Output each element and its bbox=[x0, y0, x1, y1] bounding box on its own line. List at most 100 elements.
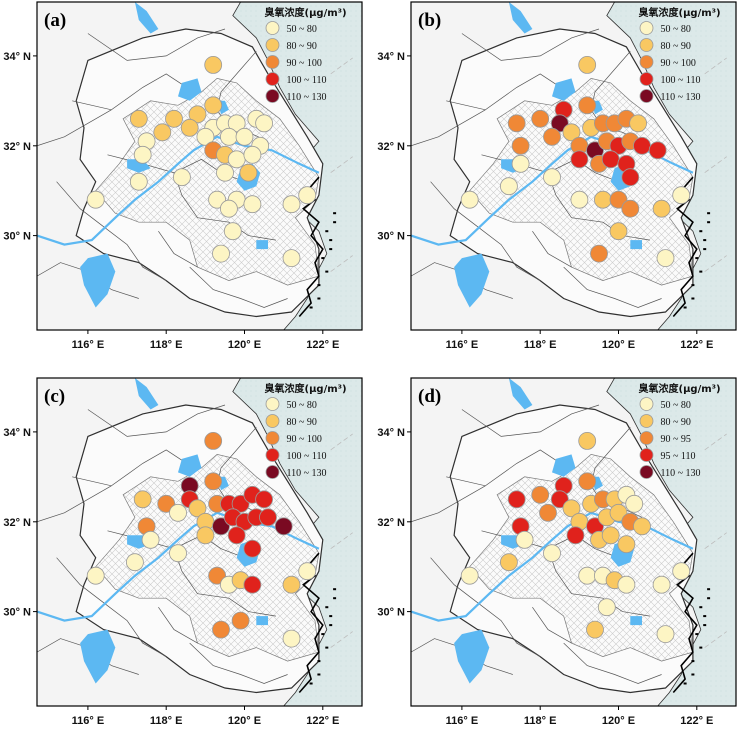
station-marker bbox=[235, 127, 254, 146]
station-marker bbox=[231, 494, 250, 513]
admin-boundary bbox=[158, 606, 198, 644]
panel-label: (b) bbox=[418, 10, 441, 31]
panel-frame bbox=[36, 377, 363, 707]
station-marker bbox=[219, 127, 238, 146]
station-marker bbox=[617, 535, 636, 554]
map-panel: (a) 臭氧浓度(μg/m³) 50 ~ 80 80 ~ 90 90 ~ 100 100 … bbox=[3, 1, 363, 351]
island bbox=[329, 248, 333, 251]
x-tick-label: 118° E bbox=[150, 715, 183, 727]
x-tick-label: 116° E bbox=[446, 339, 479, 351]
island bbox=[699, 606, 703, 609]
station-marker bbox=[204, 472, 223, 491]
island bbox=[309, 682, 313, 685]
station-marker bbox=[204, 431, 223, 450]
island bbox=[691, 660, 695, 663]
lake bbox=[134, 2, 159, 34]
admin-boundary bbox=[87, 404, 226, 437]
legend-swatch bbox=[639, 89, 654, 103]
station-marker bbox=[621, 168, 640, 187]
island bbox=[703, 615, 707, 618]
admin-boundary bbox=[430, 181, 541, 281]
island bbox=[699, 230, 703, 233]
admin-boundary bbox=[189, 266, 288, 308]
y-tick-label: 34° N bbox=[377, 51, 405, 63]
station-marker bbox=[227, 114, 246, 133]
legend-item-label: 90 ~ 100 bbox=[661, 58, 696, 69]
station-marker bbox=[227, 526, 246, 545]
legend-swatch bbox=[639, 465, 654, 479]
station-marker bbox=[629, 114, 647, 133]
station-marker bbox=[543, 127, 561, 146]
admin-boundary bbox=[446, 73, 568, 111]
lake bbox=[256, 616, 268, 626]
island bbox=[329, 615, 333, 618]
station-marker bbox=[621, 199, 640, 218]
legend-swatch bbox=[265, 431, 280, 445]
graticule bbox=[330, 57, 353, 75]
island bbox=[333, 588, 337, 591]
island bbox=[333, 212, 337, 215]
graticule bbox=[330, 532, 353, 550]
legend-swatch bbox=[265, 414, 280, 428]
station-marker bbox=[672, 562, 691, 581]
legend-swatch bbox=[639, 431, 654, 445]
station-marker bbox=[196, 127, 215, 146]
graticule bbox=[704, 433, 727, 451]
graticule bbox=[704, 631, 727, 648]
admin-boundary bbox=[37, 485, 112, 523]
admin-boundary bbox=[72, 73, 194, 111]
island bbox=[703, 624, 707, 627]
admin-boundary bbox=[189, 642, 288, 684]
station-marker bbox=[617, 575, 636, 594]
station-marker bbox=[153, 123, 172, 142]
admin-boundary bbox=[173, 172, 276, 241]
station-marker bbox=[231, 611, 250, 630]
y-tick-label: 30° N bbox=[377, 231, 405, 243]
island bbox=[703, 248, 707, 251]
station-marker bbox=[499, 553, 518, 572]
station-marker bbox=[531, 485, 550, 504]
island bbox=[333, 597, 337, 600]
station-marker bbox=[578, 431, 597, 450]
station-marker bbox=[125, 553, 144, 572]
station-marker bbox=[298, 186, 317, 205]
y-tick-label: 34° N bbox=[3, 427, 31, 439]
station-marker bbox=[180, 118, 199, 137]
station-marker bbox=[243, 539, 262, 558]
station-marker bbox=[511, 154, 530, 173]
legend-swatch bbox=[265, 397, 280, 411]
station-marker bbox=[243, 195, 262, 214]
legend-swatch bbox=[265, 55, 280, 69]
island bbox=[317, 284, 321, 287]
map-body bbox=[411, 378, 736, 706]
river bbox=[37, 135, 320, 246]
lake bbox=[134, 378, 159, 410]
y-tick-label: 32° N bbox=[3, 141, 31, 153]
island bbox=[699, 270, 703, 273]
station-marker bbox=[652, 199, 671, 218]
station-marker bbox=[165, 109, 183, 128]
admin-boundary bbox=[563, 266, 662, 308]
island bbox=[333, 221, 337, 224]
legend-item-label: 95 ~ 110 bbox=[661, 451, 696, 462]
admin-boundary bbox=[446, 449, 568, 487]
station-marker bbox=[570, 190, 589, 209]
station-marker bbox=[298, 562, 317, 581]
legend-item-label: 50 ~ 80 bbox=[287, 24, 317, 35]
station-marker bbox=[570, 150, 589, 169]
legend-swatch bbox=[639, 21, 654, 35]
map-panel: (d) 臭氧浓度(μg/m³) 50 ~ 80 80 ~ 90 90 ~ 95 95 ~ … bbox=[377, 377, 737, 727]
y-tick-label: 30° N bbox=[3, 607, 31, 619]
station-marker bbox=[460, 566, 479, 585]
graticule bbox=[704, 532, 727, 550]
admin-boundary bbox=[430, 557, 541, 657]
station-marker bbox=[625, 494, 644, 513]
station-marker bbox=[243, 145, 262, 164]
station-marker bbox=[216, 163, 234, 182]
river bbox=[37, 511, 320, 622]
island bbox=[325, 646, 329, 649]
legend-swatch bbox=[639, 397, 654, 411]
panel-label: (a) bbox=[44, 10, 66, 31]
graticule bbox=[330, 433, 353, 451]
island bbox=[683, 306, 687, 309]
